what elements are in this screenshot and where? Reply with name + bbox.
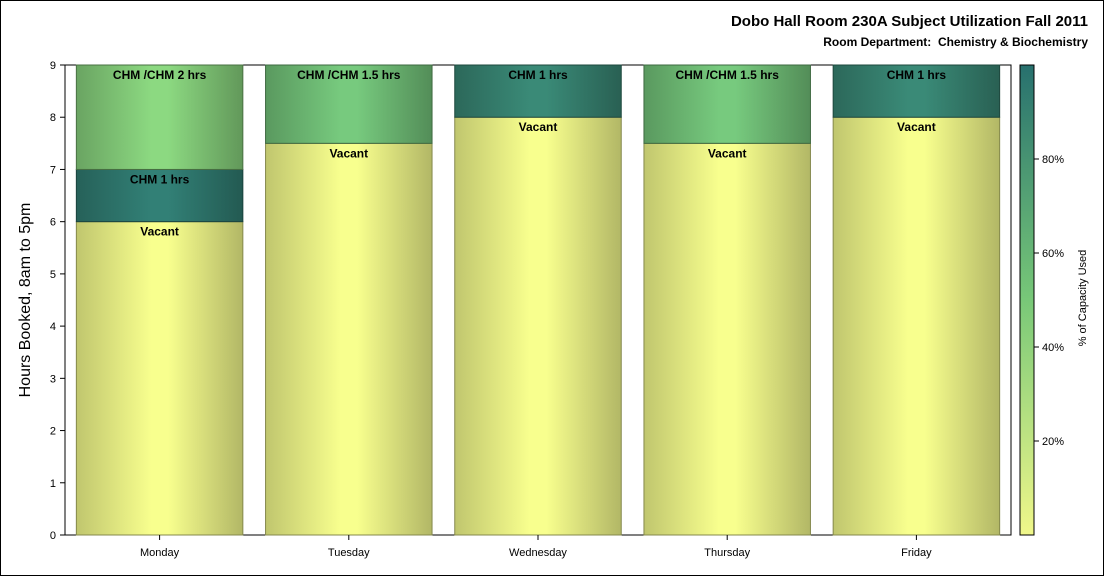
bar-segment [454,116,622,536]
chart-subtitle: Room Department: Chemistry & Biochemistr… [823,35,1088,49]
bar-segment [832,116,1001,536]
colorbar-tick-label: 20% [1042,436,1064,448]
y-tick-label: 2 [50,426,56,438]
bar-segment [643,64,811,144]
segment-label: CHM 1 hrs [508,68,568,82]
bar-segment [643,142,811,536]
y-tick-label: 9 [50,60,56,72]
segment-label: CHM /CHM 1.5 hrs [297,68,401,82]
bar-segment [75,221,244,536]
x-tick-label: Tuesday [328,547,370,559]
bar-segment [832,64,1001,118]
chart-title: Dobo Hall Room 230A Subject Utilization … [730,13,1088,30]
bar-segment [454,64,622,118]
y-tick-label: 0 [50,530,56,542]
colorbar-tick-label: 40% [1042,342,1064,354]
colorbar-tick-label: 80% [1042,154,1064,166]
colorbar-tick-label: 60% [1042,248,1064,260]
x-tick-label: Monday [140,547,180,559]
plot-area: 0 1 2 3 4 5 6 7 8 9 Vacant CHM 1 hrs CHM /CHM 2 hrs M… [50,60,1064,559]
bar-segment [75,64,244,170]
segment-label: CHM 1 hrs [887,68,947,82]
y-tick-label: 7 [50,164,56,176]
segment-label: Vacant [708,146,747,160]
segment-label: CHM /CHM 1.5 hrs [676,68,780,82]
y-tick-label: 5 [50,269,56,281]
bar-segment [265,64,433,144]
x-tick-label: Thursday [704,547,750,559]
y-tick-label: 4 [50,321,56,333]
segment-label: Vacant [519,120,558,134]
colorbar [1019,64,1035,536]
y-tick-label: 8 [50,112,56,124]
y-tick-label: 1 [50,478,56,490]
segment-label: Vacant [897,120,936,134]
x-tick-label: Friday [901,547,932,559]
y-tick-label: 3 [50,373,56,385]
segment-label: CHM 1 hrs [130,172,190,186]
segment-label: CHM /CHM 2 hrs [113,68,207,82]
segment-label: Vacant [329,146,368,160]
y-tick-label: 6 [50,217,56,229]
x-tick-label: Wednesday [509,547,567,559]
segment-label: Vacant [140,225,179,239]
bar-segment [75,168,244,223]
bar-segment [265,142,433,536]
